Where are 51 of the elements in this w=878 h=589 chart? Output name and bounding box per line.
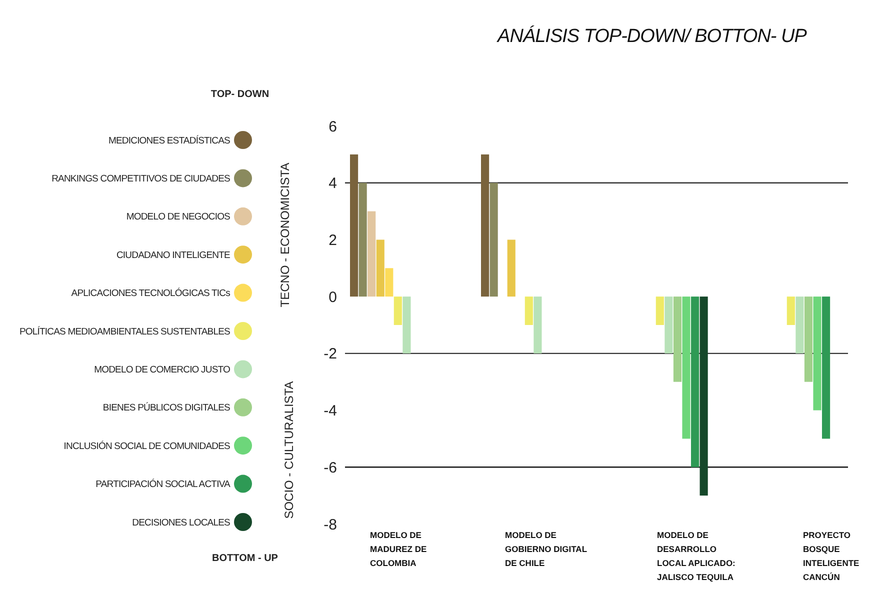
legend-label: MODELO DE COMERCIO JUSTO xyxy=(94,364,230,376)
bar xyxy=(394,296,402,325)
bar xyxy=(376,240,384,297)
legend-label: DECISIONES LOCALES xyxy=(132,517,230,528)
text: SOCIO - CULTURALISTA xyxy=(282,381,296,519)
bar xyxy=(682,296,690,439)
bar xyxy=(481,154,490,297)
y-tick-label: 2 xyxy=(328,232,337,249)
bar xyxy=(673,296,682,382)
y-tick-label: -4 xyxy=(324,402,337,420)
legend-label: PARTICIPACIÓN SOCIAL ACTIVA xyxy=(96,478,232,490)
y-tick-label: 0 xyxy=(328,288,337,306)
x-tick-label: MODELO DE DESARROLLO LOCAL APLICADO: JALISCO TEQUILA xyxy=(657,530,736,582)
y-tick-label: -2 xyxy=(324,346,337,363)
chart-title: ANÁLISIS TOP-DOWN/ BOTTON- UP xyxy=(496,25,808,47)
bar xyxy=(534,296,542,354)
bar xyxy=(690,296,700,468)
bar xyxy=(822,296,830,439)
legend-label: APLICACIONES TECNOLÓGICAS TICs xyxy=(71,287,231,300)
legend-label: MEDICIONES ESTADÍSTICAS xyxy=(108,134,230,146)
legend-label: POLÍTICAS MEDIOAMBIENTALES SUSTENTABLES xyxy=(19,325,230,338)
bar xyxy=(402,296,411,354)
legend-label: CIUDADANO INTELIGENTE xyxy=(116,250,230,261)
y-tick-label: -8 xyxy=(324,516,337,534)
legend-label: BIENES PÚBLICOS DIGITALES xyxy=(102,402,230,414)
bar xyxy=(813,296,822,410)
x-tick-label: MODELO DE MADUREZ DE COLOMBIA xyxy=(370,530,427,568)
bar xyxy=(350,154,358,297)
bar xyxy=(368,211,376,297)
bar xyxy=(656,296,664,325)
bar xyxy=(490,182,498,297)
bar xyxy=(507,240,516,297)
bar xyxy=(524,296,533,325)
y-tick-label: 6 xyxy=(328,118,337,136)
legend-label: RANKINGS COMPETITIVOS DE CIUDADES xyxy=(52,174,230,185)
bar xyxy=(385,268,394,297)
y-tick-label: -6 xyxy=(324,459,337,476)
bar xyxy=(804,296,813,382)
text: TECNO - ECONOMICISTA xyxy=(278,162,292,308)
x-tick-label: MODELO DE GOBIERNO DIGITAL DE CHILE xyxy=(505,530,588,568)
y-tick-label: 4 xyxy=(328,175,337,192)
bar xyxy=(664,296,673,354)
bar xyxy=(796,296,804,354)
text: TOP- DOWN xyxy=(210,89,270,100)
bar xyxy=(358,182,367,297)
legend-label: INCLUSIÓN SOCIAL DE COMUNIDADES xyxy=(64,440,230,452)
x-tick-label: PROYECTO BOSQUE INTELIGENTE CANCÚN xyxy=(803,530,860,582)
bar xyxy=(786,296,795,325)
legend-label: MODELO DE NEGOCIOS xyxy=(126,212,230,223)
bar xyxy=(700,296,708,496)
text: BOTTOM - UP xyxy=(212,553,278,564)
